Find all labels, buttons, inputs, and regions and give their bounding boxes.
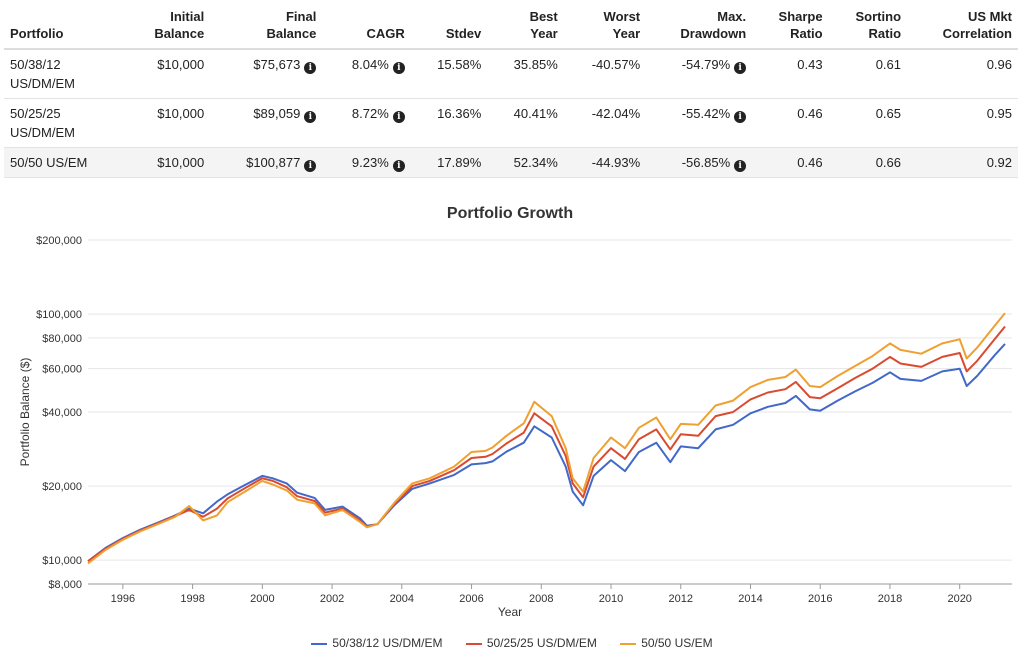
cell-sortino-ratio: 0.65 [828,98,908,148]
info-icon[interactable]: i [304,62,317,74]
cell-max-drawdown: -56.85% i [646,147,753,178]
cell-sortino-ratio: 0.66 [828,147,908,178]
cell-stdev: 17.89% [410,147,488,178]
info-icon[interactable]: i [734,160,747,172]
legend-item-series-1[interactable]: 50/38/12 US/DM/EM [311,636,442,650]
legend-item-series-2[interactable]: 50/25/25 US/DM/EM [465,636,597,650]
x-tick-label: 2002 [320,593,344,605]
cell-cagr: 9.23% i [322,147,411,178]
header-worst-year: Worst Year [563,0,647,50]
cell-max-drawdown: -54.79% i [646,49,753,99]
table-row: 50/25/25 US/DM/EM $10,000 $89,059 i 8.72% i… [4,98,1018,148]
y-tick-label: $200,000 [36,235,82,247]
cell-final-balance: $100,877 i [210,147,323,178]
cell-us-mkt-correlation: 0.92 [907,147,1018,178]
y-axis-title: Portfolio Balance ($) [18,358,32,467]
chart-legend: 50/38/12 US/DM/EM 50/25/25 US/DM/EM 50/5… [0,636,1024,650]
header-initial-balance: Initial Balance [125,0,211,50]
header-us-mkt-correlation: US Mkt Correlation [907,0,1018,50]
header-stdev: Stdev [410,0,488,50]
legend-label: 50/38/12 US/DM/EM [332,636,443,650]
cell-stdev: 16.36% [410,98,488,148]
cell-initial-balance: $10,000 [125,49,211,99]
x-tick-label: 2000 [250,593,274,605]
cell-us-mkt-correlation: 0.96 [907,49,1018,99]
x-tick-label: 1996 [111,593,135,605]
x-tick-label: 2010 [599,593,623,605]
portfolio-growth-chart: Portfolio Growth $8,000 $10,000 $20,000 $40,… [18,205,1012,619]
legend-label: 50/50 US/EM [641,636,713,650]
legend-item-series-3[interactable]: 50/50 US/EM [620,636,713,650]
cell-best-year: 40.41% [487,98,564,148]
info-icon[interactable]: i [392,62,405,74]
x-tick-label: 2016 [808,593,832,605]
info-icon[interactable]: i [734,111,747,123]
cell-max-drawdown: -55.42% i [646,98,753,148]
cell-best-year: 52.34% [487,147,564,178]
x-tick-label: 1998 [180,593,204,605]
cell-us-mkt-correlation: 0.95 [907,98,1018,148]
y-tick-label: $100,000 [36,309,82,321]
chart-title: Portfolio Growth [447,205,573,222]
cell-portfolio-name: 50/38/12 US/DM/EM [4,49,126,99]
cell-sharpe-ratio: 0.46 [752,147,829,178]
cell-worst-year: -40.57% [563,49,647,99]
x-tick-label: 2018 [878,593,902,605]
series-line-2 [87,325,1006,563]
cell-worst-year: -44.93% [563,147,647,178]
info-icon[interactable]: i [304,111,317,123]
legend-label: 50/25/25 US/DM/EM [486,636,597,650]
header-final-balance: Final Balance [210,0,323,50]
info-icon[interactable]: i [392,111,405,123]
table-row: 50/38/12 US/DM/EM $10,000 $75,673 i 8.04% i… [4,49,1018,99]
portfolio-stats-table: Portfolio Initial Balance Final Balance CA… [4,0,1018,178]
x-tick-label: 2006 [459,593,483,605]
table-row: 50/50 US/EM $10,000 $100,877 i 9.23% i 17.… [4,147,1018,178]
y-tick-label: $40,000 [42,407,82,419]
y-tick-label: $20,000 [42,481,82,493]
x-tick-label: 2004 [390,593,414,605]
info-icon[interactable]: i [392,160,405,172]
y-tick-label: $60,000 [42,364,82,376]
header-best-year: Best Year [487,0,564,50]
cell-sharpe-ratio: 0.43 [752,49,829,99]
cell-best-year: 35.85% [487,49,564,99]
x-tick-label: 2012 [669,593,693,605]
cell-sharpe-ratio: 0.46 [752,98,829,148]
x-tick-label: 2020 [947,593,971,605]
legend-swatch [311,642,328,645]
x-tick-label: 2008 [529,593,553,605]
header-sortino-ratio: Sortino Ratio [828,0,908,50]
cell-sortino-ratio: 0.61 [828,49,908,99]
header-portfolio: Portfolio [4,0,126,50]
cell-initial-balance: $10,000 [125,147,211,178]
cell-final-balance: $89,059 i [210,98,323,148]
x-axis-title: Year [498,605,522,619]
cell-initial-balance: $10,000 [125,98,211,148]
table-header-row: Portfolio Initial Balance Final Balance CA… [4,0,1018,50]
cell-cagr: 8.04% i [322,49,411,99]
cell-worst-year: -42.04% [563,98,647,148]
info-icon[interactable]: i [734,62,747,74]
y-tick-label: $80,000 [42,333,82,345]
info-icon[interactable]: i [304,160,317,172]
legend-swatch [465,642,482,645]
header-sharpe-ratio: Sharpe Ratio [752,0,829,50]
cell-final-balance: $75,673 i [210,49,323,99]
cell-portfolio-name: 50/50 US/EM [4,147,126,178]
header-max-drawdown: Max. Drawdown [646,0,753,50]
header-cagr: CAGR [322,0,411,50]
cell-cagr: 8.72% i [322,98,411,148]
series-line-1 [87,343,1006,562]
legend-swatch [620,642,637,645]
cell-stdev: 15.58% [410,49,488,99]
series-line-3 [87,312,1006,565]
y-tick-label: $10,000 [42,555,82,567]
cell-portfolio-name: 50/25/25 US/DM/EM [4,98,126,148]
x-tick-label: 2014 [738,593,762,605]
y-tick-label: $8,000 [48,579,82,591]
